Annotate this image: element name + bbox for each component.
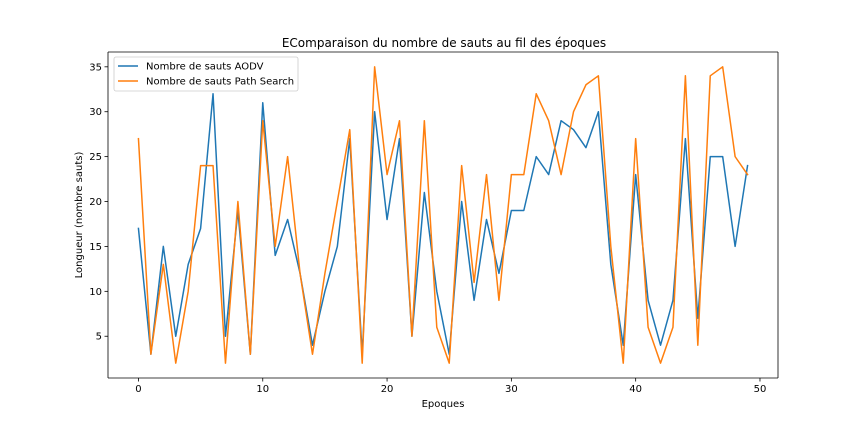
- legend-label: Nombre de sauts Path Search: [146, 77, 294, 88]
- x-axis-label: Epoques: [422, 399, 465, 410]
- y-tick-label: 20: [89, 197, 102, 208]
- y-tick-label: 35: [89, 62, 102, 73]
- legend-box: [113, 56, 299, 92]
- series-layer: [137, 66, 749, 364]
- axes-layer: [107, 51, 779, 379]
- series-line-2: [137, 66, 749, 364]
- x-tick-label: 30: [505, 384, 518, 395]
- y-tick-label: 5: [96, 332, 102, 343]
- chart-title: EComparaison du nombre de sauts au fil d…: [282, 36, 606, 50]
- legend-label: Nombre de sauts AODV: [146, 62, 264, 73]
- y-axis-label: Longueur (nombre sauts): [74, 152, 85, 279]
- y-tick-label: 15: [89, 242, 102, 253]
- y-tick-label: 25: [89, 152, 102, 163]
- x-tick-label: 50: [754, 384, 767, 395]
- x-tick-label: 10: [256, 384, 269, 395]
- x-tick-label: 40: [629, 384, 642, 395]
- legend: Nombre de sauts AODV Nombre de sauts Path…: [113, 56, 299, 92]
- x-tick-label: 20: [381, 384, 394, 395]
- y-tick-label: 10: [89, 287, 102, 298]
- y-tick-label: 30: [89, 107, 102, 118]
- plot-area: [108, 52, 778, 378]
- ticks-layer: 0 10 20 30 40 50 5 10 15 20 25 30 35: [89, 62, 766, 395]
- x-tick-label: 0: [135, 384, 141, 395]
